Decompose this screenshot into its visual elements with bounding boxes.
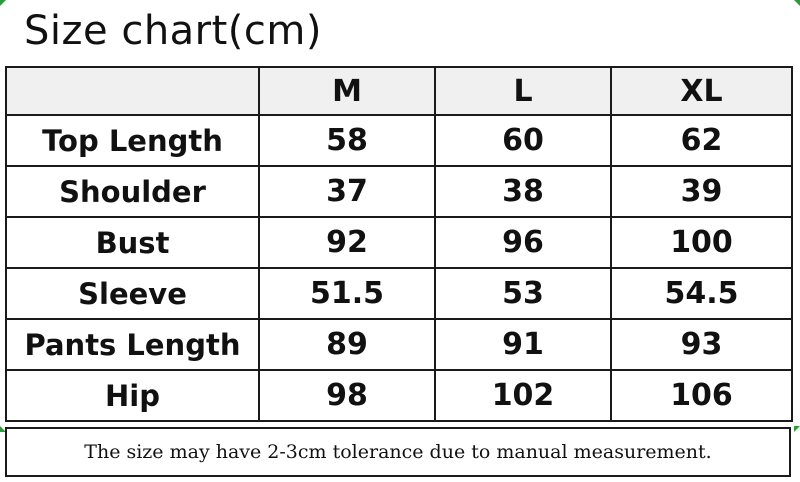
row-label-hip: Hip	[5, 369, 260, 422]
table-cell: 100	[610, 216, 793, 269]
table-row: Sleeve 51.5 53 54.5	[5, 267, 793, 320]
page-title: Size chart(cm)	[24, 8, 322, 54]
row-label-bust: Bust	[5, 216, 260, 269]
header-cell-size-xl: XL	[610, 66, 793, 116]
table-cell: 53	[434, 267, 612, 320]
row-label-sleeve: Sleeve	[5, 267, 260, 320]
table-row: Top Length 58 60 62	[5, 114, 793, 167]
size-chart-table: M L XL Top Length 58 60 62 Shoulder 37 3…	[5, 66, 793, 422]
table-row: Shoulder 37 38 39	[5, 165, 793, 218]
table-cell: 96	[434, 216, 612, 269]
table-cell: 102	[434, 369, 612, 422]
table-row: Hip 98 102 106	[5, 369, 793, 422]
corner-mark-bottom-left	[0, 426, 6, 432]
corner-mark-bottom-right	[794, 426, 800, 432]
row-label-top-length: Top Length	[5, 114, 260, 167]
table-cell: 38	[434, 165, 612, 218]
table-row: Pants Length 89 91 93	[5, 318, 793, 371]
table-cell: 62	[610, 114, 793, 167]
table-cell: 60	[434, 114, 612, 167]
header-cell-size-m: M	[258, 66, 436, 116]
table-cell: 37	[258, 165, 436, 218]
row-label-shoulder: Shoulder	[5, 165, 260, 218]
header-cell-size-l: L	[434, 66, 612, 116]
table-row: Bust 92 96 100	[5, 216, 793, 269]
table-cell: 51.5	[258, 267, 436, 320]
header-cell-blank	[5, 66, 260, 116]
table-cell: 54.5	[610, 267, 793, 320]
corner-mark-top-left	[0, 0, 6, 6]
table-cell: 92	[258, 216, 436, 269]
table-cell: 106	[610, 369, 793, 422]
row-label-pants-length: Pants Length	[5, 318, 260, 371]
table-header-row: M L XL	[5, 66, 793, 116]
table-cell: 39	[610, 165, 793, 218]
table-cell: 93	[610, 318, 793, 371]
tolerance-note: The size may have 2-3cm tolerance due to…	[5, 427, 791, 477]
table-cell: 89	[258, 318, 436, 371]
corner-mark-top-right	[794, 0, 800, 6]
table-cell: 91	[434, 318, 612, 371]
table-cell: 98	[258, 369, 436, 422]
table-cell: 58	[258, 114, 436, 167]
